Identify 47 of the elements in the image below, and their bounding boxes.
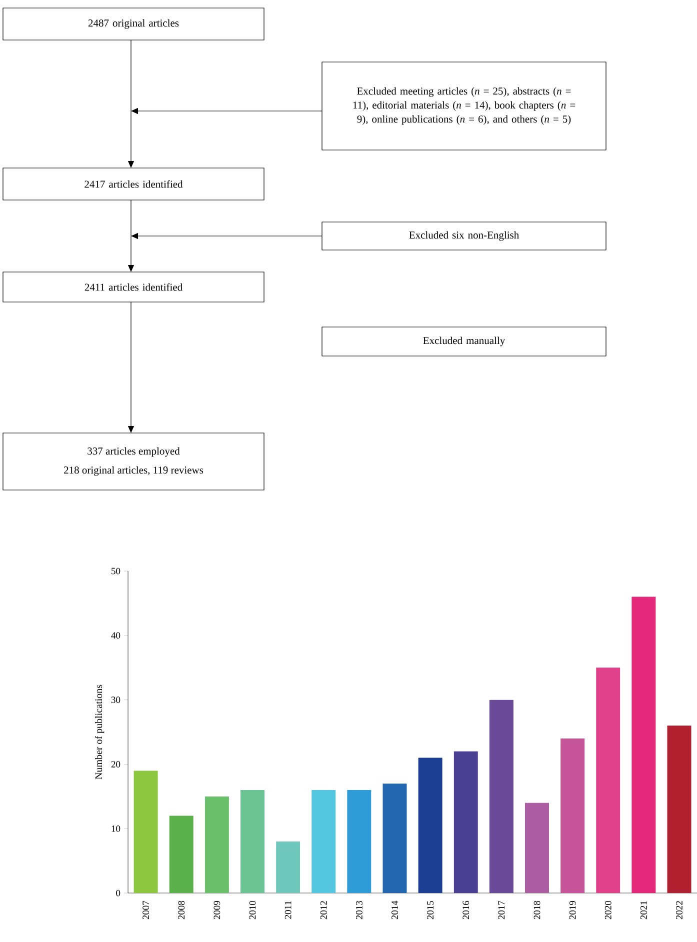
x-tick-label: 2015 — [426, 900, 434, 920]
bar — [524, 802, 549, 894]
bar — [454, 751, 478, 894]
y-tick-label: 30 — [111, 696, 120, 704]
text: 218 original articles, 119 reviews — [64, 466, 203, 476]
text: 2411 articles identified — [84, 283, 182, 291]
bar — [418, 758, 442, 894]
x-tick-label: 2014 — [391, 900, 398, 920]
x-tick-label: 2007 — [142, 900, 149, 920]
bar — [382, 784, 407, 894]
x-tick-label: 2021 — [640, 901, 647, 920]
text: Excluded six non-English — [409, 231, 519, 241]
bar — [560, 738, 584, 894]
bar — [169, 816, 194, 894]
bar — [489, 700, 514, 894]
text: Excluded manually — [423, 336, 505, 346]
x-tick-label: 2013 — [356, 900, 362, 920]
x-tick-label: 2022 — [676, 901, 682, 920]
x-tick-label: 2008 — [178, 900, 184, 920]
y-tick-label: 0 — [116, 890, 120, 896]
bar — [632, 596, 656, 894]
y-axis-title: Number of publications — [94, 684, 104, 780]
text: Excluded meeting articles (n = 25), abstracts (n = 11), editorial materials (n = 14), book chapters (n = 9), online publications (n = 6), and others (n = 5) — [353, 87, 575, 125]
y-tick-label: 10 — [112, 825, 120, 832]
bar — [276, 842, 300, 894]
text: 337 articles employed — [88, 447, 180, 457]
y-tick-label: 50 — [111, 568, 120, 574]
x-tick-label: 2010 — [249, 900, 256, 920]
bar — [347, 790, 372, 894]
x-tick-label: 2018 — [534, 900, 540, 920]
bar — [134, 770, 158, 894]
x-tick-label: 2016 — [462, 900, 469, 920]
y-tick-label: 40 — [111, 632, 120, 639]
x-tick-label: 2020 — [604, 900, 612, 920]
x-tick-label: 2011 — [284, 901, 292, 919]
bar — [667, 726, 692, 894]
text: 2487 original articles — [88, 19, 178, 29]
bar — [312, 790, 336, 894]
x-tick-label: 2009 — [214, 900, 220, 920]
y-tick-label: 20 — [111, 761, 120, 768]
x-tick-label: 2019 — [569, 900, 576, 920]
x-tick-label: 2017 — [498, 900, 505, 920]
bar — [596, 668, 620, 894]
bar — [204, 796, 229, 894]
x-tick-label: 2012 — [320, 901, 327, 920]
text: 2417 articles identified — [84, 180, 183, 188]
bar — [240, 790, 264, 894]
